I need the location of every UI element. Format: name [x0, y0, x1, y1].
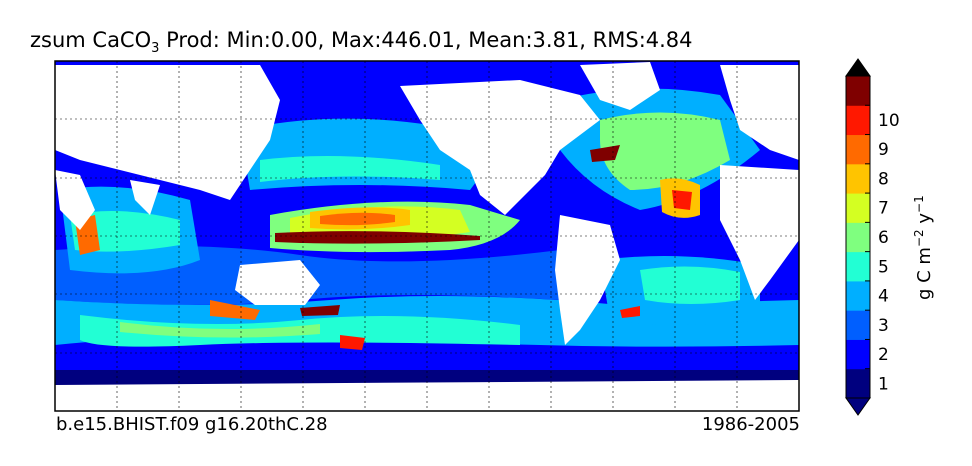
title-subscript: 3	[151, 41, 160, 57]
colorbar-swatch	[846, 76, 870, 106]
colorbar-tick-label: 8	[878, 169, 889, 189]
colorbar-tick-label: 5	[878, 257, 889, 277]
units-text: g C m	[914, 247, 935, 300]
colorbar-swatch	[846, 163, 870, 194]
colorbar-tick-label: 2	[878, 345, 889, 365]
colorbar-swatch	[846, 105, 870, 136]
plot-title: zsum CaCO3 Prod: Min:0.00, Max:446.01, M…	[30, 28, 830, 56]
colorbar-tick-label: 1	[878, 374, 889, 394]
units-exponent-1: −2	[912, 229, 926, 248]
colorbar-tick-label: 3	[878, 316, 889, 336]
title-variable: zsum CaCO	[30, 28, 152, 52]
title-stats: Prod: Min:0.00, Max:446.01, Mean:3.81, R…	[159, 28, 693, 52]
colorbar-tick-label: 7	[878, 199, 889, 219]
units-exponent-2: −1	[912, 195, 926, 213]
colorbar-swatch	[846, 134, 870, 165]
year-range: 1986-2005	[701, 414, 800, 435]
map-gridlines	[55, 61, 799, 411]
colorbar-swatch	[846, 280, 870, 311]
colorbar-tick-label: 4	[878, 287, 889, 307]
colorbar-extend-min	[845, 397, 871, 416]
colorbar-tick-label: 6	[878, 228, 889, 248]
map-frame	[54, 60, 800, 412]
colorbar-swatch	[846, 368, 870, 399]
colorbar-extend-max	[845, 58, 871, 77]
units-text-2: y	[914, 212, 935, 230]
colorbar-swatch	[846, 222, 870, 253]
colorbar-swatch	[846, 193, 870, 223]
colorbar-tick-label: 9	[878, 140, 889, 160]
colorbar-tick-label: 10	[878, 111, 900, 131]
colorbar-units-label: g C m−2 y−1	[912, 195, 935, 300]
colorbar-swatch	[846, 339, 870, 370]
colorbar-swatch	[846, 310, 870, 340]
colorbar-frame	[845, 75, 871, 399]
case-name: b.e15.BHIST.f09 g16.20thC.28	[56, 414, 328, 435]
colorbar-swatch	[846, 251, 870, 282]
colorbar: 1 2 3 4 5 6 7 8 9 10	[845, 58, 900, 416]
